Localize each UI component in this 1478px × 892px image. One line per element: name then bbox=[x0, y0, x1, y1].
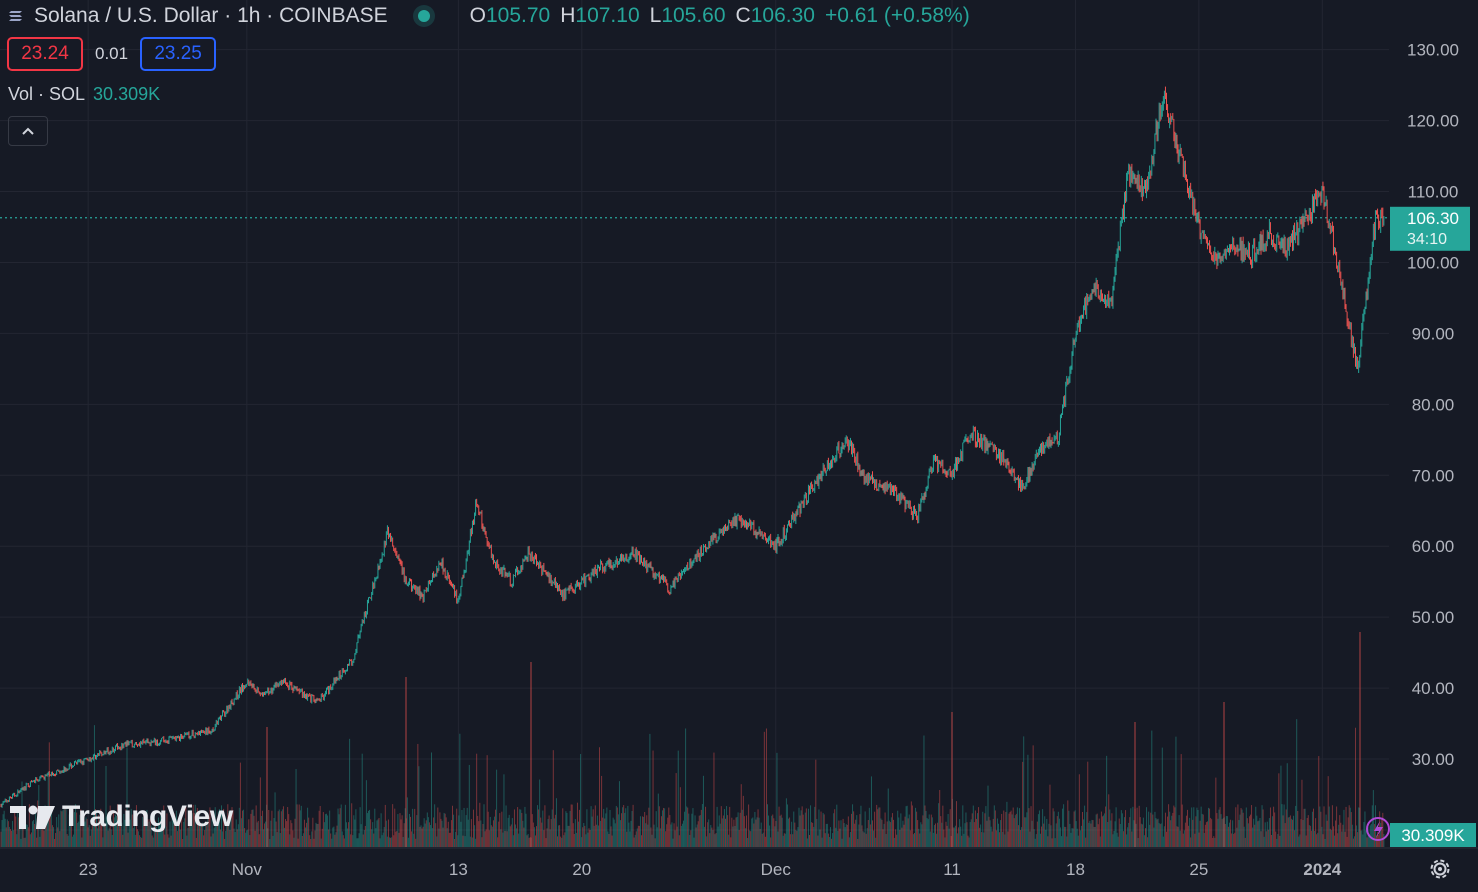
price-candles bbox=[0, 86, 1385, 808]
time-tick-label: 2024 bbox=[1303, 860, 1341, 879]
time-tick-label: 11 bbox=[943, 860, 961, 879]
grid bbox=[0, 0, 1389, 847]
open-value: 105.70 bbox=[485, 4, 551, 27]
low-label: L bbox=[649, 4, 662, 27]
tradingview-logo-icon bbox=[10, 805, 55, 829]
quote-panel: 23.24 0.01 23.25 bbox=[7, 37, 217, 71]
volume-value: 30.309K bbox=[93, 84, 161, 104]
price-axis: 130.00 120.00 110.00 100.00 90.00 80.00 70.00 6… bbox=[0, 41, 1478, 849]
symbol-header[interactable]: Solana / U.S. Dollar · 1h · COINBASE O 10… bbox=[8, 2, 970, 30]
last-price-value: 106.30 bbox=[1407, 209, 1459, 228]
bolt-icon bbox=[1366, 817, 1390, 841]
time-tick-label: 23 bbox=[79, 860, 98, 879]
price-tick-label: 30.00 bbox=[1412, 750, 1455, 769]
buy-button[interactable]: 23.25 bbox=[140, 37, 217, 71]
open-label: O bbox=[469, 4, 486, 27]
high-label: H bbox=[560, 4, 576, 27]
last-volume-label: 30.309K bbox=[1366, 817, 1476, 847]
price-tick-label: 90.00 bbox=[1412, 324, 1455, 343]
solana-logo-icon bbox=[9, 11, 22, 21]
sell-button[interactable]: 23.24 bbox=[7, 37, 83, 71]
change-value: +0.61 (+0.58%) bbox=[824, 4, 970, 27]
price-tick-label: 120.00 bbox=[1407, 112, 1459, 131]
price-tick-label: 130.00 bbox=[1407, 41, 1459, 60]
price-tick-label: 110.00 bbox=[1408, 183, 1459, 202]
market-open-dot-icon bbox=[417, 10, 430, 22]
collapse-legend-button[interactable] bbox=[8, 116, 48, 146]
time-tick-label: Nov bbox=[232, 860, 263, 879]
symbol-title: Solana / U.S. Dollar · 1h · COINBASE bbox=[34, 4, 388, 27]
time-tick-label: 20 bbox=[572, 860, 591, 879]
price-tick-label: 50.00 bbox=[1412, 608, 1455, 627]
price-tick-label: 100.00 bbox=[1407, 253, 1459, 272]
spread-value: 0.01 bbox=[95, 44, 129, 63]
price-tick-label: 70.00 bbox=[1412, 466, 1455, 485]
gear-icon[interactable] bbox=[1428, 857, 1452, 881]
volume-label: Vol · SOL bbox=[8, 84, 86, 104]
volume-legend[interactable]: Vol · SOL 30.309K bbox=[8, 84, 160, 105]
candle-countdown: 34:10 bbox=[1407, 231, 1447, 248]
tradingview-logo-text: TradingView bbox=[62, 800, 233, 833]
high-value: 107.10 bbox=[575, 4, 640, 27]
time-axis: 23 Nov 13 20 Dec 11 18 25 2024 bbox=[79, 860, 1342, 879]
time-tick-label: 25 bbox=[1189, 860, 1208, 879]
close-label: C bbox=[735, 4, 751, 27]
close-value: 106.30 bbox=[750, 4, 815, 27]
time-tick-label: Dec bbox=[761, 860, 792, 879]
price-tick-label: 80.00 bbox=[1412, 395, 1455, 414]
low-value: 105.60 bbox=[661, 4, 726, 27]
time-tick-label: 18 bbox=[1066, 860, 1085, 879]
time-tick-label: 13 bbox=[449, 860, 468, 879]
price-tick-label: 60.00 bbox=[1412, 537, 1455, 556]
volume-bars bbox=[0, 632, 1385, 847]
chevron-up-icon bbox=[22, 127, 34, 135]
price-tick-label: 40.00 bbox=[1412, 679, 1455, 698]
last-volume-value: 30.309K bbox=[1401, 826, 1465, 845]
tradingview-logo[interactable]: TradingView bbox=[10, 800, 233, 834]
last-price-label: 106.30 34:10 bbox=[1390, 206, 1470, 251]
